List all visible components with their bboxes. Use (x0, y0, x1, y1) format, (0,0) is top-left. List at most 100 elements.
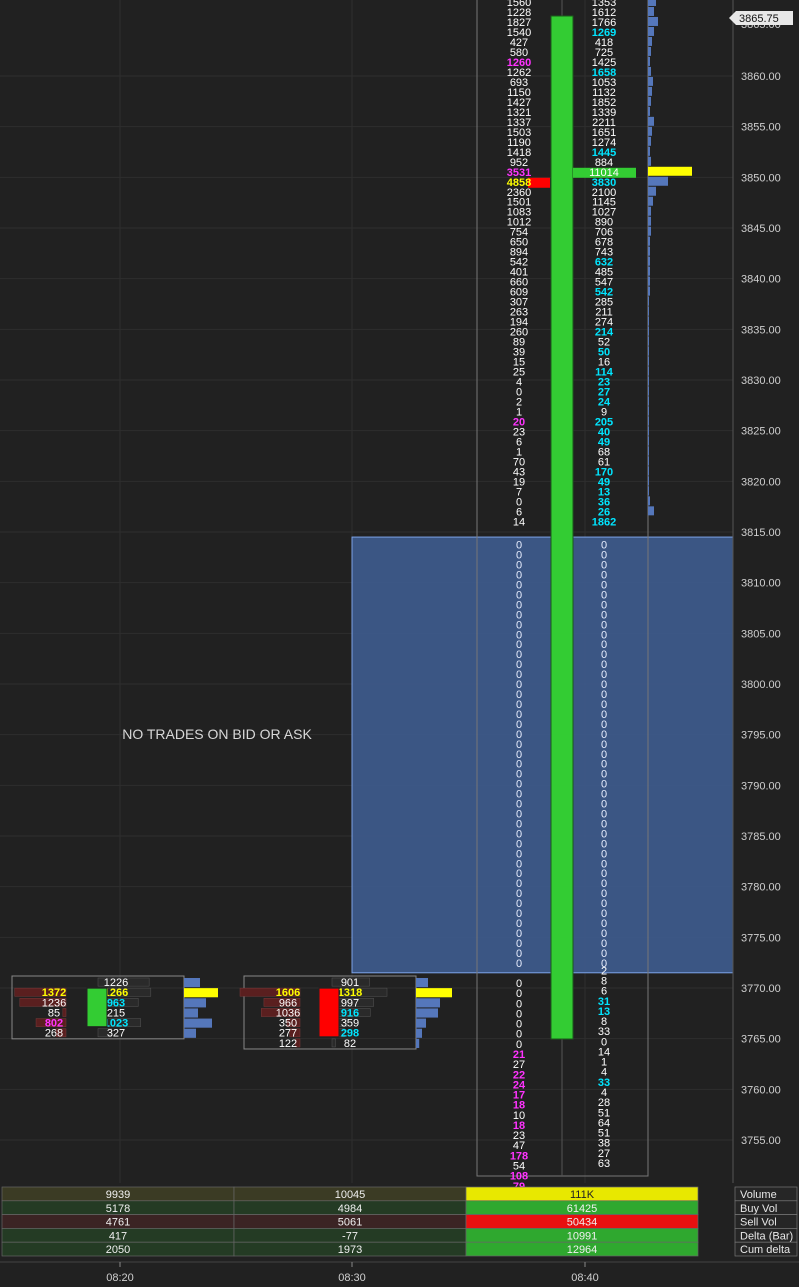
bid-volume-bar (295, 1038, 301, 1048)
ask-cell: 205 (595, 416, 613, 428)
volume-profile-bar (648, 326, 649, 336)
bid-cell: 6 (516, 506, 522, 518)
stats-label-bg (734, 1241, 798, 1257)
volume-profile-bar (648, 476, 649, 486)
volume-profile-bar (648, 386, 649, 396)
bid-volume-bar (263, 998, 301, 1007)
ask-cell: 49 (598, 436, 610, 448)
ask-cell: 211 (595, 307, 613, 319)
volume-profile-bar (648, 446, 649, 456)
volume-profile-bar (648, 16, 658, 26)
ask-cell: 359 (341, 1018, 359, 1030)
bid-cell: 0 (516, 749, 522, 761)
ask-cell: 1353 (592, 0, 616, 9)
bid-cell: 754 (510, 227, 528, 239)
bid-cell: 0 (516, 818, 522, 830)
ask-volume-bar (97, 1028, 112, 1038)
current-price-tag: 3865.75 (729, 11, 793, 25)
bid-cell: 0 (516, 719, 522, 731)
bid-cell: 0 (516, 609, 522, 621)
volume-profile-bar (648, 246, 650, 256)
bid-cell: 0 (516, 828, 522, 840)
bid-cell: 25 (513, 367, 525, 379)
bid-cell: 1262 (507, 67, 531, 79)
bid-cell: 0 (516, 928, 522, 940)
stats-value: 4984 (338, 1203, 362, 1215)
ask-cell: 0 (601, 948, 607, 960)
poc-marker (648, 166, 692, 176)
ask-cell: 8 (601, 1016, 607, 1028)
ask-cell: 0 (601, 649, 607, 661)
ask-cell: 0 (601, 619, 607, 631)
bid-cell: 1501 (507, 197, 531, 209)
ask-cell: 1862 (592, 516, 616, 528)
ask-cell: 4 (601, 1067, 607, 1079)
bid-cell: 802 (45, 1018, 63, 1030)
bid-cell: 1337 (507, 117, 531, 129)
ask-cell: 0 (601, 838, 607, 850)
price-axis[interactable]: 3860.00 3855.00 3850.00 3845.00 3840.00 3835.… (729, 0, 793, 1183)
stats-value: 1973 (338, 1244, 362, 1256)
ask-cell: 997 (341, 997, 359, 1009)
time-axis[interactable]: 08:20 08:30 08:40 (0, 1261, 799, 1284)
bid-cell: 0 (516, 848, 522, 860)
bid-cell: 0 (516, 669, 522, 681)
bid-cell: 1606 (276, 987, 300, 999)
volume-profile-bar (648, 176, 668, 186)
bid-cell: 1427 (507, 97, 531, 109)
bid-cell: 0 (516, 1039, 522, 1051)
volume-profile-bar (648, 276, 650, 286)
ask-cell: 1612 (592, 7, 616, 19)
price-tick-label: 3765.00 (741, 1034, 781, 1046)
ask-cell: 61 (598, 456, 610, 468)
price-tick-label: 3840.00 (741, 274, 781, 286)
bid-cell: 0 (516, 958, 522, 970)
ask-cell: 2211 (592, 117, 616, 129)
ask-cell: 901 (341, 977, 359, 989)
volume-profile-bar (648, 256, 650, 266)
volume-profile-bar (648, 396, 649, 406)
bid-cell: 0 (516, 629, 522, 641)
bid-cell: 277 (279, 1028, 297, 1040)
volume-profile-bar (648, 346, 649, 356)
ask-volume-bar (97, 977, 150, 987)
bid-cell: 0 (516, 550, 522, 562)
ask-cell: 0 (601, 739, 607, 751)
ask-cell: 1339 (592, 107, 616, 119)
volume-profile-bar (648, 236, 650, 246)
ask-cell: 2 (601, 965, 607, 977)
bid-cell: 0 (516, 659, 522, 671)
bid-cell: 89 (513, 337, 525, 349)
bid-cell: 0 (516, 858, 522, 870)
bid-cell: 966 (279, 997, 297, 1009)
ask-cell: 1658 (592, 67, 616, 79)
price-tick-label: 3855.00 (741, 122, 781, 134)
bid-cell: 2360 (507, 187, 531, 199)
bid-cell: 4 (516, 377, 522, 389)
bid-cell: 580 (510, 47, 528, 59)
bid-cell: 85 (48, 1007, 60, 1019)
volume-profile-bar (416, 978, 428, 988)
ask-cell: 678 (595, 237, 613, 249)
ask-cell: 23 (598, 377, 610, 389)
ask-cell: 0 (601, 579, 607, 591)
ask-cell: 1852 (592, 97, 616, 109)
volume-profile-bar (648, 296, 649, 306)
bid-cell: 0 (516, 878, 522, 890)
ask-cell: 31 (598, 996, 610, 1008)
volume-profile-bar (648, 416, 649, 426)
price-tick-label: 3825.00 (741, 426, 781, 438)
stats-value: 9939 (106, 1189, 130, 1201)
ask-cell: 1053 (592, 77, 616, 89)
bid-cell: 15 (513, 357, 525, 369)
bid-cell: 14 (513, 516, 525, 528)
volume-profile-bar (648, 506, 654, 516)
volume-profile-bar (648, 86, 652, 96)
volume-profile-bar (648, 156, 651, 166)
ask-cell: 50 (598, 347, 610, 359)
ask-cell: 52 (598, 337, 610, 349)
ask-cell: 13 (598, 486, 610, 498)
bid-cell: 1827 (507, 17, 531, 29)
bid-cell: 23 (513, 1130, 525, 1142)
